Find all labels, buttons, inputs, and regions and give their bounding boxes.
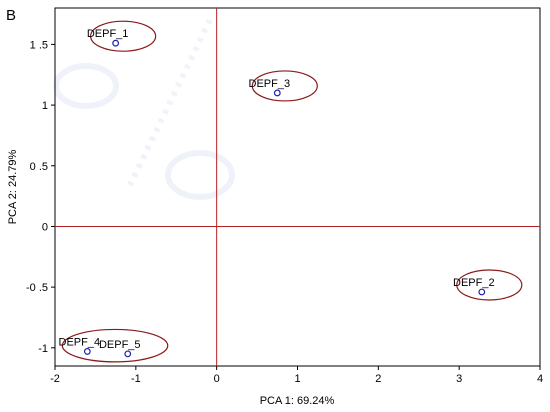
panel-label: B bbox=[6, 7, 16, 24]
x-tick-label: 2 bbox=[375, 373, 381, 385]
point-label-depf-2: DEPF_2 bbox=[453, 277, 495, 289]
plot-frame bbox=[54, 7, 541, 367]
point-label-depf-4: DEPF_4 bbox=[59, 336, 101, 348]
cluster-ellipse-2 bbox=[251, 70, 318, 102]
cluster-ellipse-4 bbox=[61, 328, 169, 363]
x-tick-label: -2 bbox=[50, 373, 60, 385]
x-tick-label: 3 bbox=[456, 373, 462, 385]
x-tick-label: 4 bbox=[537, 373, 543, 385]
point-label-depf-1: DEPF_1 bbox=[87, 28, 129, 40]
data-point-depf-2 bbox=[478, 288, 486, 296]
point-label-depf-5: DEPF_5 bbox=[99, 339, 141, 351]
y-tick-label: 1 bbox=[42, 100, 48, 112]
y-tick-label: 1 .5 bbox=[30, 39, 48, 51]
background-watermark bbox=[53, 18, 235, 200]
data-point-depf-4 bbox=[83, 348, 91, 355]
cluster-ellipse-1 bbox=[90, 20, 157, 52]
x-tick-label: 0 bbox=[214, 373, 220, 385]
y-axis-label: PCA 2: 24.79% bbox=[7, 149, 19, 224]
data-point-depf-1 bbox=[112, 39, 120, 47]
x-axis-label: PCA 1: 69.24% bbox=[260, 395, 335, 407]
x-tick-label: -1 bbox=[131, 373, 141, 385]
y-tick-label: -1 bbox=[38, 343, 48, 355]
x-tick-label: 1 bbox=[294, 373, 300, 385]
y-tick-label: 0 .5 bbox=[30, 161, 48, 173]
data-point-depf-3 bbox=[273, 89, 281, 97]
point-label-depf-3: DEPF_3 bbox=[249, 78, 291, 90]
data-point-depf-5 bbox=[124, 350, 132, 358]
cluster-ellipse-3 bbox=[456, 269, 523, 301]
y-tick-label: -0 .5 bbox=[26, 282, 48, 294]
y-tick-label: 0 bbox=[42, 221, 48, 233]
